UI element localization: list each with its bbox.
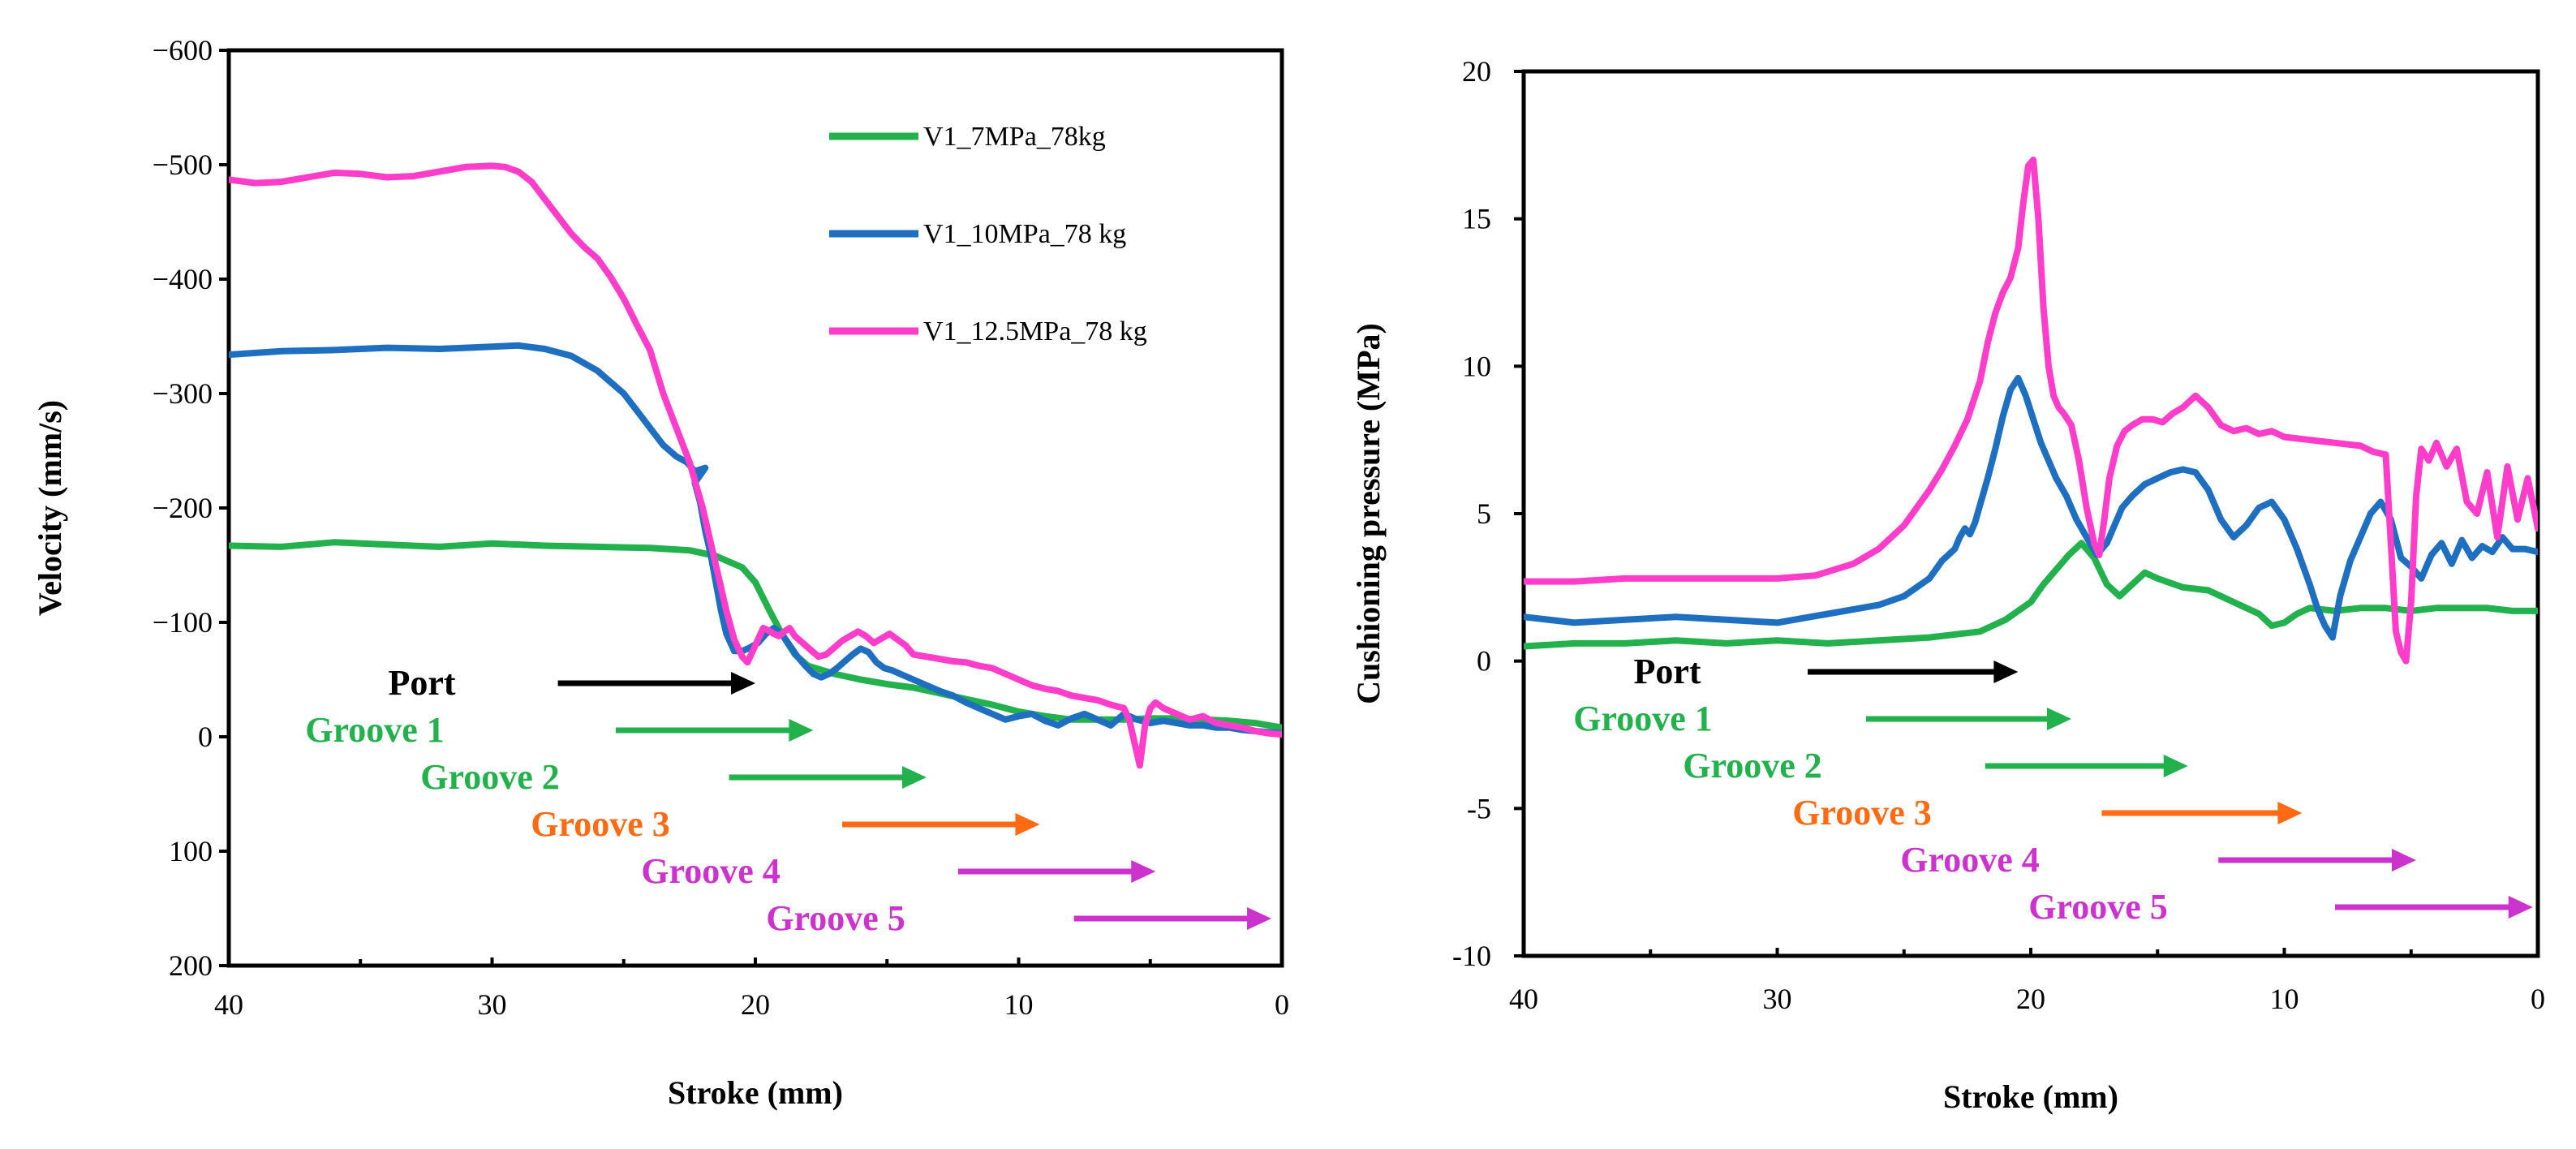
x-tick-label: 30 bbox=[1763, 983, 1792, 1015]
annotation-arrowhead bbox=[2047, 708, 2071, 730]
annotation-label: Groove 1 bbox=[305, 710, 445, 750]
y-tick-label: −400 bbox=[153, 263, 213, 295]
legend-label: V1_7MPa_78kg bbox=[923, 122, 1106, 152]
x-tick-label: 10 bbox=[1004, 988, 1034, 1021]
y-tick-label: 20 bbox=[1462, 55, 1491, 88]
annotation-arrowhead bbox=[789, 719, 814, 742]
plot-frame-1 bbox=[226, 48, 1284, 968]
x-axis-label: Stroke (mm) bbox=[1943, 1078, 2118, 1115]
series-line-2-1 bbox=[1524, 540, 2538, 650]
annotation-label: Groove 4 bbox=[641, 851, 781, 891]
y-tick-label: -5 bbox=[1467, 792, 1491, 824]
annotation-arrowhead bbox=[2277, 802, 2303, 824]
axes-layer: 40 30 20 10 02001000−100−200−300−400−500−600… bbox=[32, 34, 2545, 1115]
y-tick-label: 200 bbox=[169, 949, 213, 982]
x-tick-label: 40 bbox=[1509, 983, 1538, 1015]
y-axis-label: Cushioning pressure (MPa) bbox=[1350, 323, 1387, 704]
legend-label: V1_12.5MPa_78 kg bbox=[923, 316, 1147, 346]
annotation-label: Groove 5 bbox=[2028, 887, 2168, 927]
y-tick-label: 10 bbox=[1462, 350, 1491, 382]
y-tick-label: 5 bbox=[1477, 497, 1491, 530]
y-tick-label: −200 bbox=[153, 492, 213, 524]
y-tick-label: -10 bbox=[1452, 940, 1491, 972]
annotation-label: Groove 2 bbox=[1683, 746, 1822, 785]
series-layer bbox=[229, 157, 2538, 769]
annotation-label: Port bbox=[388, 663, 455, 703]
annotation-label: Groove 1 bbox=[1573, 699, 1713, 738]
y-tick-label: −500 bbox=[153, 148, 213, 181]
annotation-arrowhead bbox=[2392, 849, 2416, 871]
series-line-1-1 bbox=[229, 539, 1282, 731]
y-tick-label: −600 bbox=[153, 34, 213, 67]
y-tick-label: 0 bbox=[198, 721, 213, 753]
annotation-arrowhead bbox=[731, 672, 755, 695]
y-tick-label: −100 bbox=[153, 606, 213, 639]
annotation-label: Port bbox=[1633, 652, 1701, 691]
annotation-arrowhead bbox=[2163, 755, 2188, 777]
x-tick-label: 40 bbox=[214, 988, 243, 1021]
y-tick-label: 100 bbox=[169, 835, 213, 867]
annotation-arrowhead bbox=[1131, 860, 1156, 883]
annotation-label: Groove 4 bbox=[1900, 840, 2040, 880]
annotation-arrowhead bbox=[901, 766, 927, 789]
annotation-label: Groove 3 bbox=[1792, 793, 1932, 833]
annotation-label: Groove 3 bbox=[531, 804, 670, 844]
series-line-2-3 bbox=[1524, 157, 2538, 665]
x-tick-label: 0 bbox=[1275, 988, 1289, 1021]
annotations-layer: Port Groove 1 Groove 2 Groove 3 Groove 4 Groo… bbox=[305, 652, 2533, 938]
y-axis-label: Velocity (mm/s) bbox=[32, 400, 68, 616]
annotation-arrowhead bbox=[1247, 907, 1272, 930]
annotation-label: Groove 5 bbox=[766, 898, 905, 938]
x-tick-label: 0 bbox=[2531, 983, 2545, 1015]
y-tick-label: −300 bbox=[153, 377, 213, 410]
x-tick-label: 20 bbox=[741, 988, 770, 1021]
annotation-arrowhead bbox=[2508, 896, 2533, 919]
x-tick-label: 10 bbox=[2270, 983, 2299, 1015]
y-tick-label: 0 bbox=[1477, 645, 1491, 678]
legend-label: V1_10MPa_78 kg bbox=[923, 219, 1126, 249]
x-axis-label: Stroke (mm) bbox=[668, 1074, 843, 1111]
annotation-arrowhead bbox=[1015, 813, 1040, 836]
annotation-label: Groove 2 bbox=[420, 757, 560, 797]
x-tick-label: 30 bbox=[478, 988, 507, 1021]
y-tick-label: 15 bbox=[1462, 203, 1491, 235]
x-tick-label: 20 bbox=[2016, 983, 2045, 1015]
legend-layer: V1_7MPa_78kg V1_10MPa_78 kg V1_12.5MPa_78 … bbox=[829, 122, 1147, 346]
series-line-1-3 bbox=[229, 162, 1282, 769]
annotation-arrowhead bbox=[1993, 661, 2019, 683]
series-line-1-2 bbox=[229, 342, 1282, 737]
